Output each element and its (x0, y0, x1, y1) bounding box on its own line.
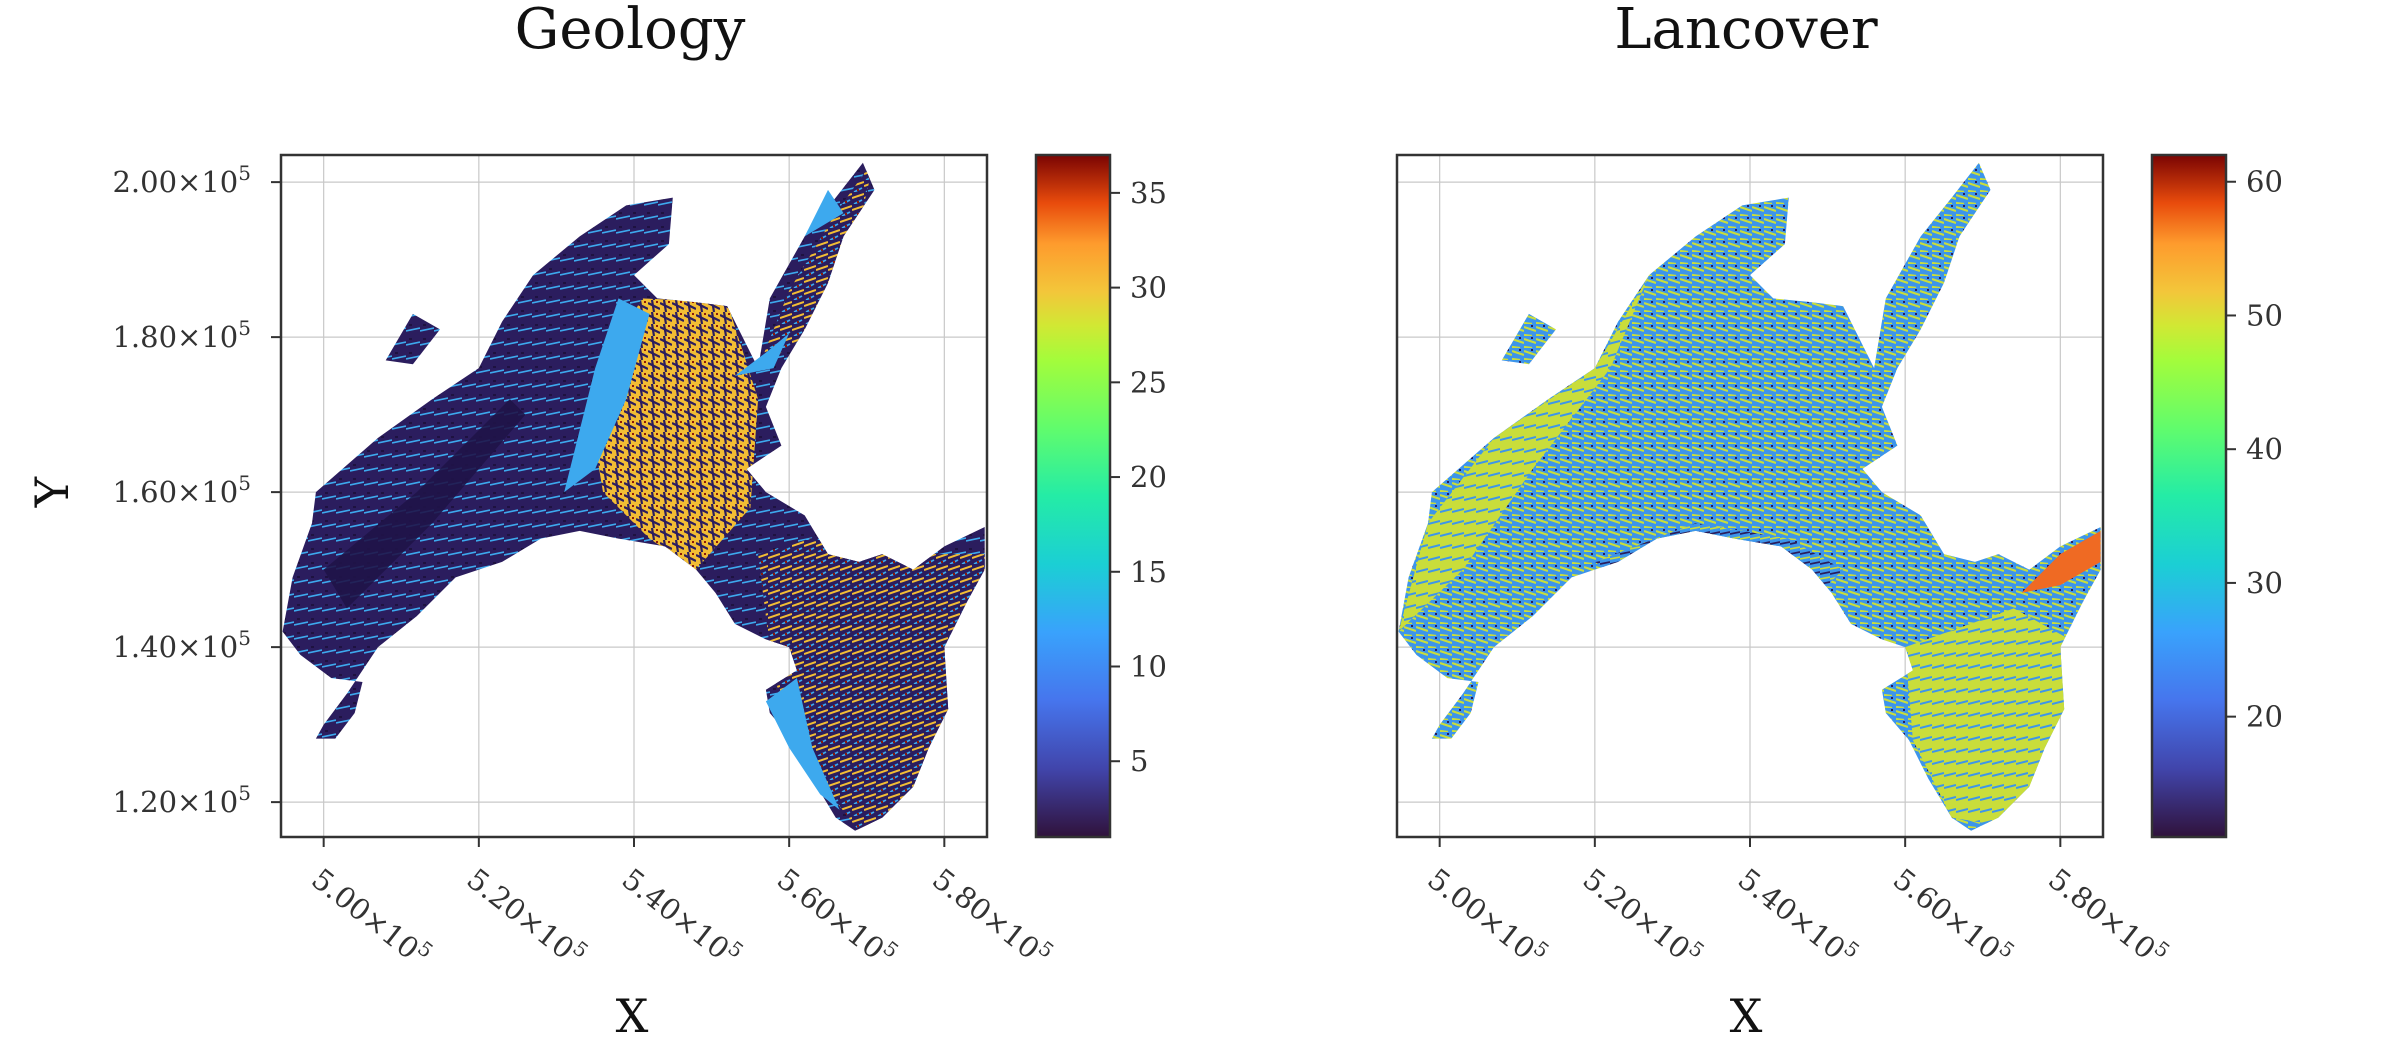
x-tick-label: 5.40×105 (616, 859, 749, 974)
lancover-alpine-zone (1905, 608, 2084, 826)
geology-title: Geology (515, 0, 746, 62)
lancover-plain-zone (1398, 275, 1650, 632)
y-tick-label: 2.00×105 (112, 161, 251, 199)
x-tick-label: 5.00×105 (305, 859, 438, 974)
colorbar-tick-label: 20 (2246, 700, 2283, 734)
colorbar-frame (2150, 153, 2228, 839)
x-tick-label: 5.00×105 (1421, 859, 1554, 974)
geology-dark-belt (323, 399, 526, 609)
y-tick-label: 1.20×105 (112, 781, 251, 819)
colorbar-tick-label: 35 (1130, 176, 1167, 210)
lake-area (734, 333, 790, 376)
geology-colorbar: 5 10 15 20 25 30 35 (1034, 153, 1167, 839)
x-tick-label: 5.80×105 (2042, 859, 2175, 974)
lancover-high-zone (2021, 530, 2101, 593)
geology-axes: 5.00×105 5.20×105 5.40×105 5.60×105 5.80×105… (112, 153, 1059, 974)
x-tick-label: 5.60×105 (771, 859, 904, 974)
x-tick-label: 5.20×105 (461, 859, 594, 974)
geology-ylabel: Y (25, 476, 79, 508)
colorbar-tick-label: 40 (2246, 432, 2283, 466)
colorbar-tick-label: 15 (1130, 555, 1167, 589)
map-region (282, 162, 985, 831)
x-tick-label: 5.20×105 (1577, 859, 1710, 974)
colorbar-gradient (1036, 155, 1110, 837)
y-tick-label: 1.60×105 (112, 471, 251, 509)
x-tick-label: 5.40×105 (1732, 859, 1865, 974)
lake-area (564, 298, 650, 493)
x-tick-label: 5.80×105 (926, 859, 1059, 974)
colorbar-tick-label: 30 (1130, 271, 1167, 305)
geology-north-zone (758, 162, 875, 369)
y-tick-label: 1.40×105 (112, 626, 251, 664)
lake-area (765, 678, 840, 810)
x-tick-label: 5.60×105 (1887, 859, 2020, 974)
colorbar-gradient (2152, 155, 2226, 837)
colorbar-tick-label: 5 (1130, 744, 1148, 778)
colorbar-tick-label: 50 (2246, 298, 2283, 332)
colorbar-tick-label: 30 (2246, 566, 2283, 600)
lancover-axes: 5.00×105 5.20×105 5.40×105 5.60×105 5.80×105 (1395, 153, 2175, 974)
y-tick-label: 1.80×105 (112, 316, 251, 354)
geology-xlabel: X (616, 989, 649, 1043)
lancover-xlabel: X (1730, 989, 1763, 1043)
colorbar-frame (1034, 153, 1112, 839)
colorbar-tick-label: 60 (2246, 165, 2283, 199)
colorbar-tick-label: 10 (1130, 650, 1167, 684)
colorbar-tick-label: 20 (1130, 460, 1167, 494)
lancover-colorbar: 20 30 40 50 60 (2150, 153, 2283, 839)
lancover-title: Lancover (1614, 0, 1877, 62)
lake-area (804, 189, 844, 237)
colorbar-tick-label: 25 (1130, 365, 1167, 399)
